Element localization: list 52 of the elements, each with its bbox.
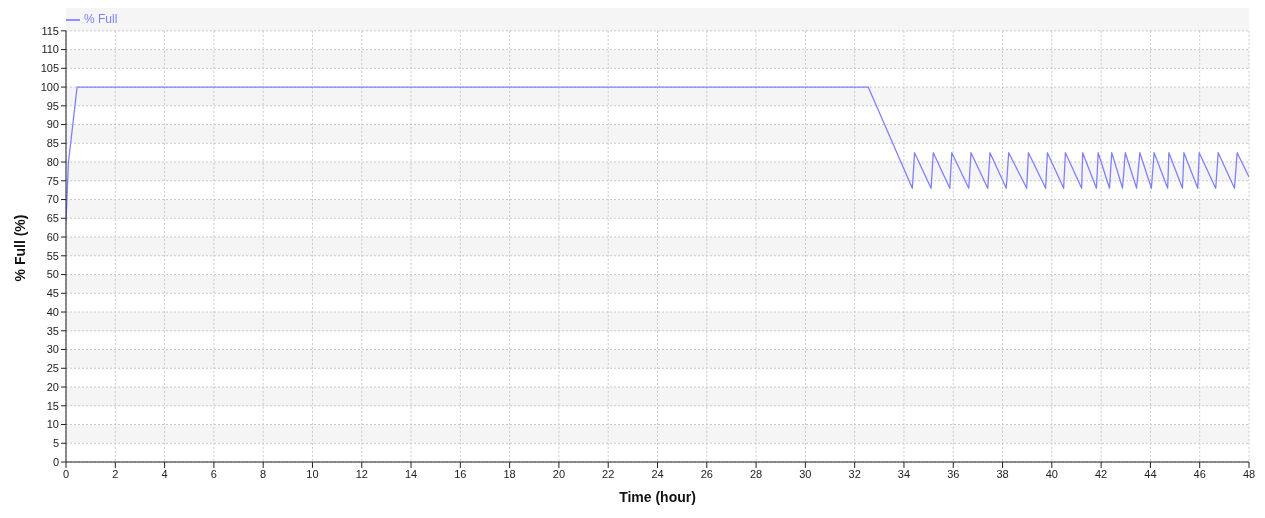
y-tick-label: 40 bbox=[46, 305, 59, 318]
x-tick-label: 42 bbox=[1095, 467, 1108, 480]
y-tick-label: 75 bbox=[46, 174, 59, 187]
x-tick-label: 6 bbox=[210, 467, 217, 480]
x-tick-label: 8 bbox=[260, 467, 267, 480]
y-tick-label: 90 bbox=[46, 118, 59, 131]
y-tick-label: 85 bbox=[46, 137, 59, 150]
x-tick-label: 4 bbox=[161, 467, 168, 480]
x-tick-label: 38 bbox=[996, 467, 1009, 480]
y-tick-label: 100 bbox=[40, 80, 59, 93]
x-tick-label: 32 bbox=[848, 467, 861, 480]
x-tick-label: 12 bbox=[355, 467, 368, 480]
y-tick-label: 95 bbox=[46, 99, 59, 112]
x-tick-label: 0 bbox=[62, 467, 70, 480]
y-tick-label: 5 bbox=[52, 437, 59, 450]
x-tick-label: 26 bbox=[700, 467, 713, 480]
y-tick-label: 60 bbox=[46, 230, 59, 243]
x-tick-label: 24 bbox=[651, 467, 664, 480]
x-axis-title: Time (hour) bbox=[619, 489, 696, 505]
x-tick-label: 40 bbox=[1045, 467, 1058, 480]
x-tick-label: 2 bbox=[112, 467, 119, 480]
x-tick-label: 30 bbox=[799, 467, 812, 480]
y-tick-label: 115 bbox=[41, 24, 59, 37]
x-tick-label: 10 bbox=[306, 467, 319, 480]
y-tick-label: 80 bbox=[46, 155, 59, 168]
y-tick-label: 15 bbox=[46, 399, 59, 412]
y-axis-title: % Full (%) bbox=[11, 214, 28, 282]
x-tick-label: 46 bbox=[1193, 467, 1206, 480]
y-tick-label: 30 bbox=[46, 343, 59, 356]
x-tick-label: 44 bbox=[1144, 467, 1157, 480]
x-tick-label: 48 bbox=[1242, 467, 1256, 480]
x-tick-label: 28 bbox=[749, 467, 763, 480]
x-tick-label: 20 bbox=[552, 467, 566, 480]
x-tick-label: 18 bbox=[503, 467, 516, 480]
x-tick-label: 14 bbox=[404, 467, 418, 480]
y-tick-label: 25 bbox=[46, 362, 59, 375]
y-tick-label: 35 bbox=[46, 324, 59, 337]
y-tick-label: 0 bbox=[52, 455, 59, 468]
y-tick-label: 105 bbox=[40, 62, 59, 75]
y-tick-label: 55 bbox=[46, 249, 59, 262]
x-tick-label: 34 bbox=[897, 467, 911, 480]
y-tick-label: 45 bbox=[46, 287, 59, 300]
y-tick-label: 110 bbox=[41, 43, 59, 56]
y-tick-label: 50 bbox=[46, 268, 59, 281]
x-tick-label: 16 bbox=[454, 467, 467, 480]
y-tick-label: 65 bbox=[46, 212, 59, 225]
y-tick-label: 20 bbox=[46, 380, 59, 393]
x-tick-label: 36 bbox=[947, 467, 960, 480]
y-tick-label: 10 bbox=[46, 418, 59, 431]
y-tick-label: 70 bbox=[46, 193, 59, 206]
text: % Full bbox=[84, 12, 118, 26]
x-tick-label: 22 bbox=[602, 467, 615, 480]
